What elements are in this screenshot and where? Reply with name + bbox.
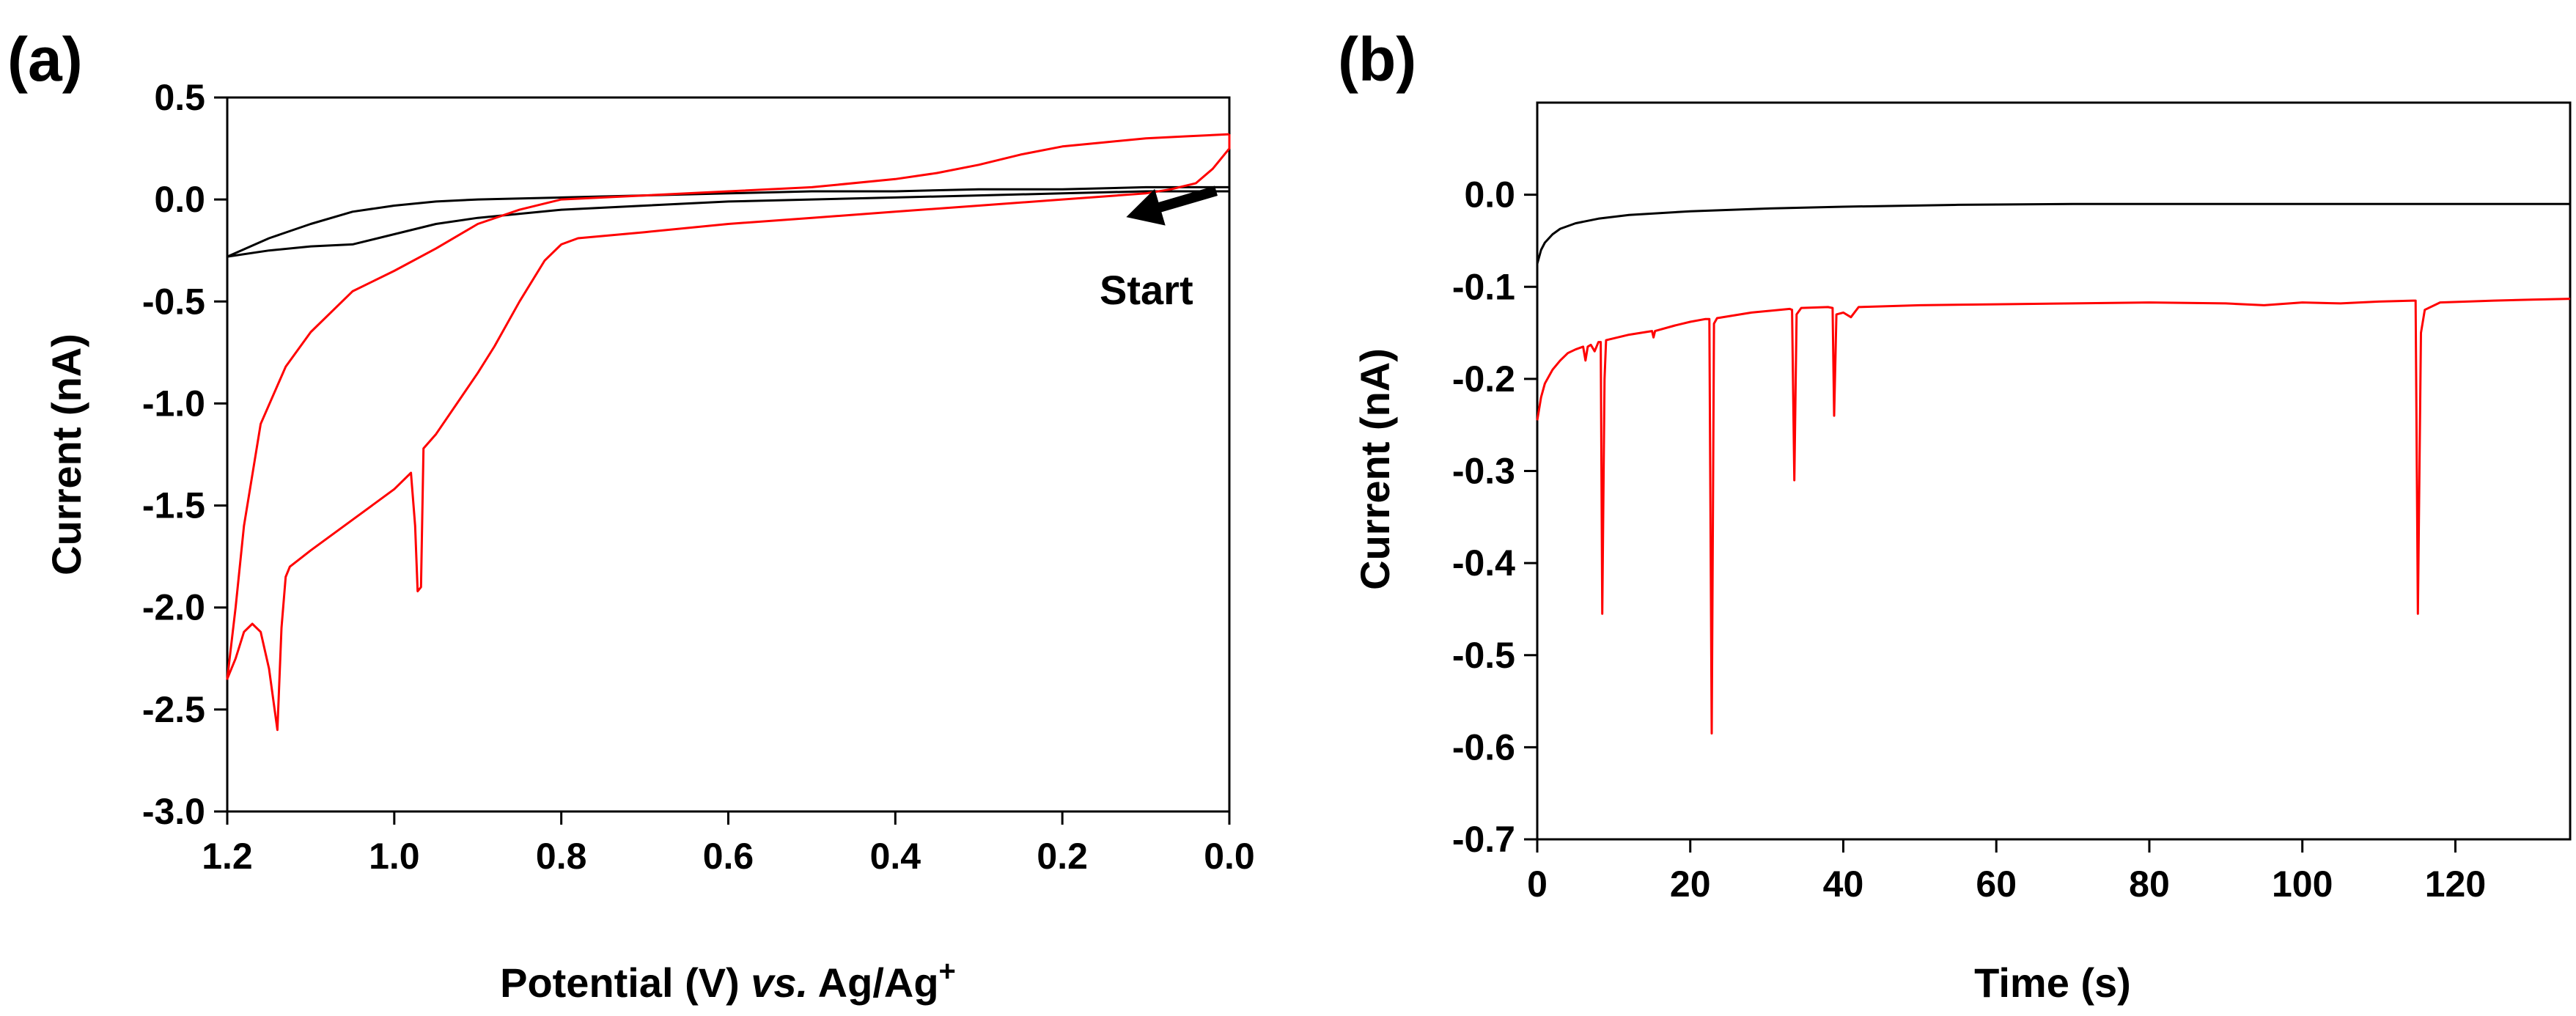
panel-a-x-tick-label: 1.2 <box>202 836 253 877</box>
panel-b-y-tick-label: -0.2 <box>1452 358 1515 400</box>
panel-b-x-tick-label: 120 <box>2425 864 2486 905</box>
panel-a-y-axis-title: Current (nA) <box>43 334 89 575</box>
panel-b-y-tick-label: 0.0 <box>1464 174 1515 216</box>
panel-a-x-tick-label: 0.2 <box>1037 836 1088 877</box>
panel-b-x-tick-label: 60 <box>1976 864 2017 905</box>
panel-b-label: (b) <box>1338 25 1416 94</box>
panel-b-y-tick-label: -0.6 <box>1452 726 1515 767</box>
panel-a-y-tick-label: -2.5 <box>142 689 205 730</box>
panel-b: (b) 0 20 40 60 80 100 120 0.0 -0.1 -0.2 -0.3 -0.4 -0… <box>1338 25 2572 1006</box>
panel-a-y-tick-label: -1.5 <box>142 485 205 526</box>
panel-a-x-tick-label: 0.8 <box>536 836 587 877</box>
panel-a-x-tick-label: 0.4 <box>870 836 921 877</box>
panel-a-y-tick-label: -1.0 <box>142 383 205 424</box>
panel-b-y-axis-title: Current (nA) <box>1352 348 1398 590</box>
panel-b-x-axis-title: Time (s) <box>1974 960 2131 1006</box>
x-title-part-vs: vs. <box>751 960 808 1006</box>
start-arrowhead <box>1126 188 1166 226</box>
panel-a-plot-frame <box>226 96 1231 813</box>
panel-b-x-tick-label: 0 <box>1527 864 1548 905</box>
panel-a-y-tick-label: 0.0 <box>154 179 205 220</box>
panel-b-x-tick-label: 80 <box>2129 864 2170 905</box>
panel-b-plot-frame <box>1536 101 2572 841</box>
panel-a-x-tick-label: 0.6 <box>703 836 754 877</box>
panel-a-x-axis-title: Potential (V) vs. Ag/Ag+ <box>500 955 956 1006</box>
x-title-part-superscript: + <box>939 955 956 987</box>
panel-b-series-group <box>1536 202 2571 735</box>
panel-b-series-black <box>1536 202 2570 265</box>
panel-a-x-tick-label: 1.0 <box>369 836 420 877</box>
panel-a: (a) 1.2 1.0 0.8 0.6 0.4 0.2 0.0 0.5 0.0 -0.5 -1.0 -… <box>7 25 1255 1006</box>
panel-a-y-tick-label: -0.5 <box>142 281 205 322</box>
x-title-part-potential: Potential (V) <box>500 960 751 1006</box>
panel-b-ticks-group: 0 20 40 60 80 100 120 0.0 -0.1 -0.2 -0.3 -0.4 -0.5 -0… <box>1452 174 2486 905</box>
panel-b-y-tick-label: -0.3 <box>1452 451 1515 492</box>
panel-b-y-tick-label: -0.5 <box>1452 635 1515 676</box>
panel-b-x-tick-label: 40 <box>1823 864 1864 905</box>
x-title-part-ag: Ag/Ag <box>808 960 938 1006</box>
panel-b-x-tick-label: 100 <box>2272 864 2333 905</box>
panel-b-y-tick-label: -0.7 <box>1452 819 1515 860</box>
panel-a-label: (a) <box>7 25 83 94</box>
panel-b-y-tick-label: -0.4 <box>1452 542 1515 584</box>
panel-a-y-tick-label: -3.0 <box>142 791 205 832</box>
panel-a-series-black <box>226 185 1229 258</box>
panel-a-x-tick-label: 0.0 <box>1204 836 1255 877</box>
panel-b-series-red <box>1536 298 2571 735</box>
panel-b-x-tick-label: 20 <box>1670 864 1711 905</box>
panel-a-ticks-group: 1.2 1.0 0.8 0.6 0.4 0.2 0.0 0.5 0.0 -0.5 -1.0 -1.5 -… <box>142 77 1255 877</box>
panel-a-annotation-group: Start <box>1100 185 1218 313</box>
panel-a-series-group <box>226 133 1231 732</box>
start-arrow <box>1149 185 1218 215</box>
panel-a-y-tick-label: -2.0 <box>142 587 205 628</box>
panel-b-y-tick-label: -0.1 <box>1452 266 1515 307</box>
panel-a-y-tick-label: 0.5 <box>154 77 205 118</box>
panel-a-series-red <box>226 133 1231 732</box>
start-annotation: Start <box>1100 267 1193 313</box>
